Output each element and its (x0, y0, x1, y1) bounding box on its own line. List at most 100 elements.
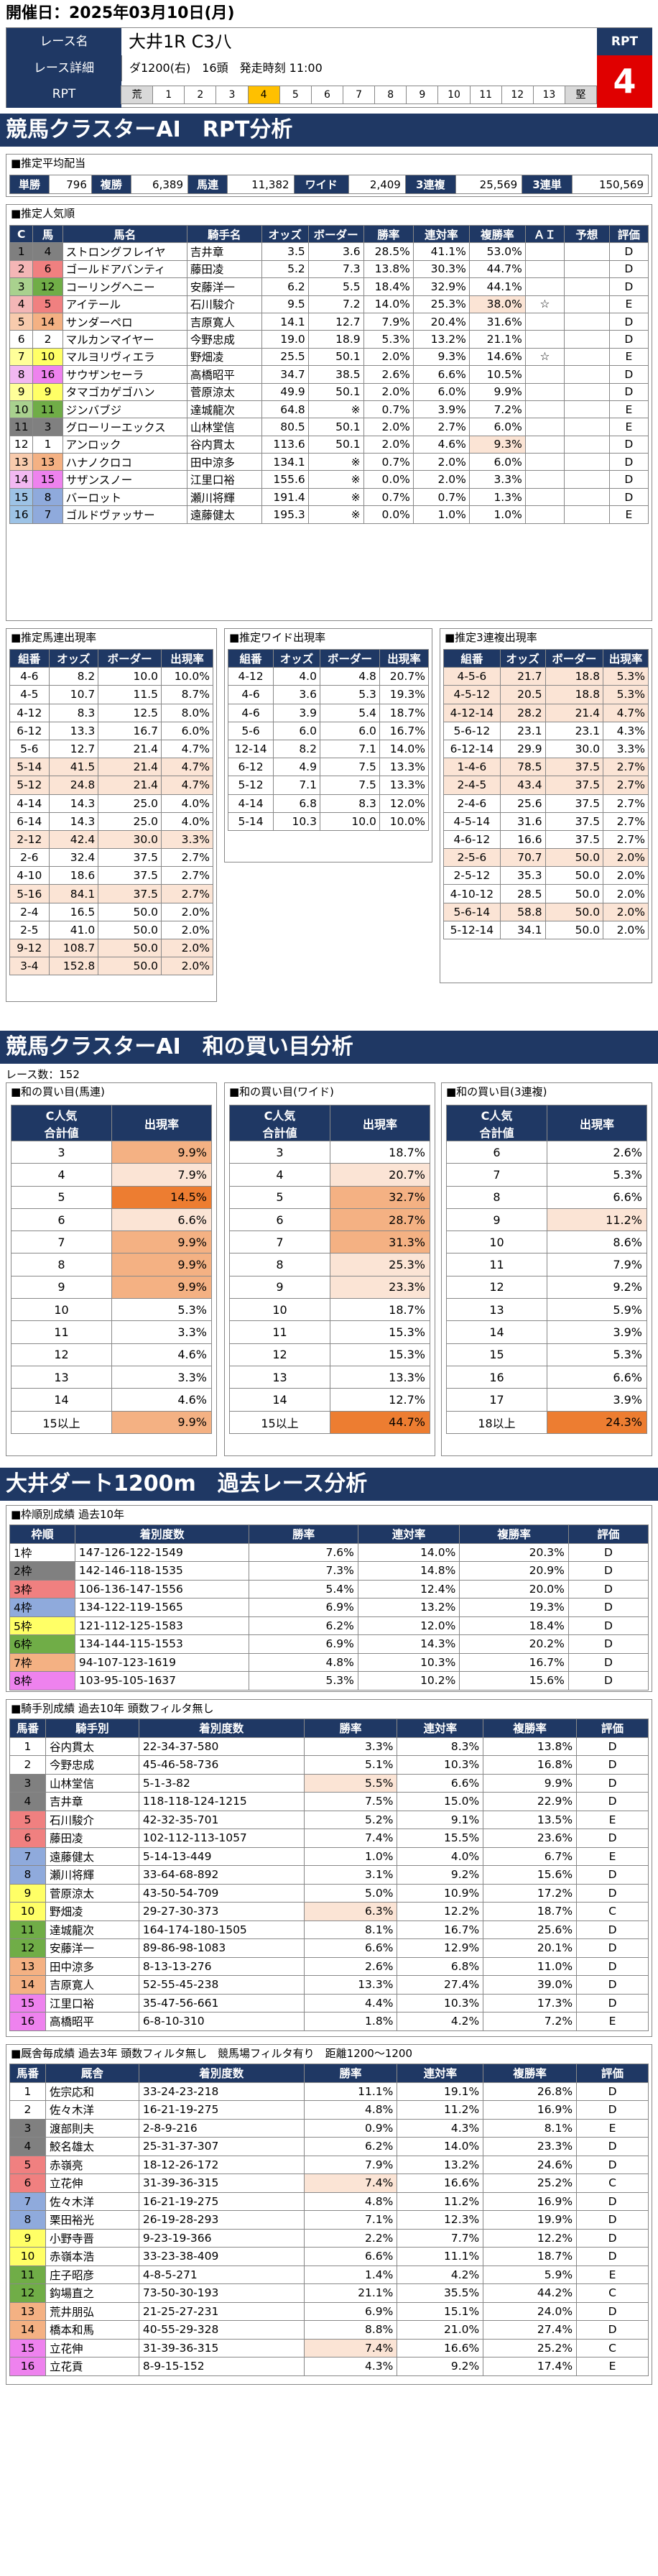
payout-value: 150,569 (571, 175, 649, 194)
jockey-name: 瀬川将輝 (186, 487, 262, 507)
place2-rate: 12.9% (397, 1938, 484, 1958)
sum-value: 6 (11, 1208, 112, 1232)
record: 43-50-54-709 (138, 1883, 305, 1903)
grade: D (567, 1579, 649, 1598)
grade: D (576, 2082, 649, 2101)
sum-umaren-table: C人気 合計値 出現率 3 9.9% 4 7.9% 5 14.5% 6 6.6% 7 9.9% 8 9.9%… (11, 1105, 212, 1434)
place2-rate: 8.3% (397, 1736, 484, 1756)
place2-rate: 27.4% (397, 1975, 484, 1995)
jockey-name: 高橋昭平 (186, 365, 262, 384)
grade: D (608, 259, 649, 279)
place3-rate: 25.2% (483, 2174, 578, 2193)
grade: D (576, 2301, 649, 2321)
jockey-box: ■騎手別成績 過去10年 頭数フィルタ無し 馬番 騎手別 着別度数 勝率 連対率 複勝率評… (6, 1699, 652, 2037)
place2-rate: 14.0% (357, 1542, 460, 1562)
win-rate: 1.0% (303, 1846, 398, 1866)
mini-row: 4-5 10.7 11.5 8.7% (9, 685, 214, 704)
odds: 4.0 (273, 667, 320, 686)
place2-rate: 14.0% (397, 2137, 484, 2156)
odds: 3.5 (261, 242, 309, 261)
grade: C (576, 2283, 649, 2303)
place3-rate: 20.9% (459, 1561, 569, 1581)
win-rate: 5.4% (249, 1579, 358, 1598)
border: 50.0 (98, 902, 162, 921)
trainer-name: 庄子昭彦 (45, 2265, 139, 2284)
border: 30.0 (98, 829, 162, 850)
sum-row: 3 18.7% (229, 1140, 430, 1164)
horse-name: バーロット (62, 487, 187, 507)
place3-rate: 17.2% (483, 1883, 578, 1903)
sum-rate: 4.6% (111, 1343, 212, 1366)
grade: D (608, 470, 649, 489)
win-rate: 7.3% (249, 1561, 358, 1581)
grade: D (576, 2228, 649, 2248)
border: ※ (307, 470, 364, 489)
sum-rate: 13.3% (330, 1365, 430, 1389)
place3-rate: 20.2% (459, 1634, 569, 1654)
record: 31-39-36-315 (138, 2174, 305, 2193)
place2-rate: 11.1% (397, 2247, 484, 2266)
mini-row: 4-5-14 31.6 37.5 2.7% (443, 811, 649, 831)
payout-label: 3連複 (404, 175, 456, 194)
jockey-table: 馬番 騎手別 着別度数 勝率 連対率 複勝率 評価 1 谷内貫太 22-34-37-580 3.3%… (9, 1719, 649, 2031)
mini-row: 2-4-6 25.6 37.5 2.7% (443, 794, 649, 813)
sum-value: 11 (229, 1320, 330, 1344)
border: 10.0 (98, 667, 162, 686)
sum-header-line2: 合計値 (479, 1126, 514, 1140)
sum-header-line2: 合計値 (44, 1126, 79, 1140)
odds: 6.0 (273, 721, 320, 740)
sum-row: 5 14.5% (11, 1185, 212, 1209)
win-rate: 0.7% (363, 400, 414, 419)
rpt-scale-cell: 4 (247, 86, 280, 104)
odds: 41.5 (48, 758, 99, 777)
odds: 35.3 (499, 866, 546, 886)
place3-rate: 23.6% (483, 1828, 578, 1848)
jockey-name: 山林堂信 (186, 418, 262, 436)
mini-row: 4-6 3.6 5.3 19.3% (227, 685, 430, 704)
horse-number: 8 (9, 1865, 46, 1885)
mini-row: 4-14 6.8 8.3 12.0% (227, 794, 430, 813)
rpt-scale-cell: 12 (501, 86, 534, 104)
mini-row: 2-4-5 43.4 37.5 2.7% (443, 776, 649, 795)
trainer-row: 12 鈎場直之 73-50-30-193 21.1% 35.5% 44.2% C (9, 2283, 649, 2303)
combo: 2-5-6 (443, 848, 501, 868)
combo: 5-16 (9, 884, 50, 903)
mini-row: 4-10 18.6 37.5 2.7% (9, 866, 214, 886)
sum-rate: 5.3% (547, 1343, 647, 1366)
prediction (563, 242, 610, 261)
rate: 8.7% (160, 685, 214, 704)
sum-row: 8 9.9% (11, 1253, 212, 1276)
jockey-row: 16 高橋昭平 6-8-10-310 1.8% 4.2% 7.2% E (9, 2012, 649, 2031)
ai-mark (524, 400, 565, 419)
odds: 34.7 (261, 365, 309, 384)
rpt-scale-cell: 13 (532, 86, 565, 104)
border: 21.4 (98, 776, 162, 795)
mini-row: 5-12-14 34.1 50.0 2.0% (443, 920, 649, 940)
mini-row: 4-5-6 21.7 18.8 5.3% (443, 667, 649, 686)
border: 10.0 (319, 811, 380, 831)
sum-row: 10 18.7% (229, 1298, 430, 1322)
odds: 16.6 (499, 829, 546, 850)
grade: D (576, 2100, 649, 2120)
sum-row: 15 5.3% (446, 1343, 647, 1366)
sum-rate: 23.3% (330, 1275, 430, 1300)
place3-rate: 20.0% (459, 1579, 569, 1598)
place3-rate: 12.2% (483, 2228, 578, 2248)
grade: D (576, 2155, 649, 2174)
win-rate: 7.9% (363, 312, 414, 331)
odds: 84.1 (48, 884, 99, 903)
sum-row: 13 5.9% (446, 1298, 647, 1322)
border: 7.5 (319, 758, 380, 777)
horse-number: 6 (9, 2174, 46, 2193)
odds: 12.7 (48, 739, 99, 759)
record: 164-174-180-1505 (138, 1920, 305, 1939)
horse-number: 2 (9, 2100, 46, 2120)
sum-rate: 28.7% (330, 1208, 430, 1232)
place2-rate: 10.3% (397, 1993, 484, 2012)
sum-row: 17 3.9% (446, 1388, 647, 1412)
combo: 4-12 (9, 703, 50, 722)
win-rate: 14.0% (363, 295, 414, 313)
rpt-scale-cell: 5 (279, 86, 312, 104)
place2-rate: 10.3% (357, 1652, 460, 1672)
combo: 3-4 (9, 957, 50, 976)
